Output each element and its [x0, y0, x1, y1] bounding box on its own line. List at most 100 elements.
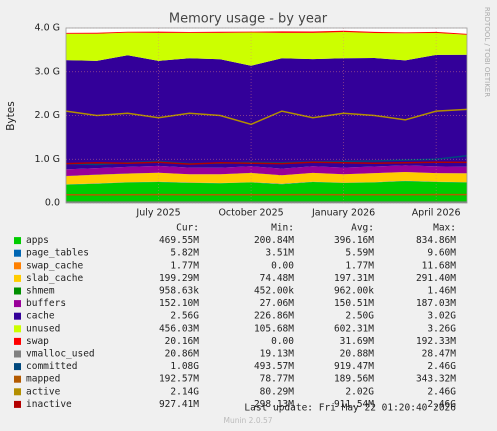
footer: Munin 2.0.57	[223, 416, 272, 425]
line	[65, 161, 468, 165]
legend-swatch	[14, 300, 21, 308]
y-tick-label: 3.0 G	[35, 66, 61, 77]
legend-stat: 962.00k	[334, 286, 374, 297]
legend-header: Min:	[271, 223, 294, 234]
x-tick-label: January 2026	[311, 208, 375, 219]
legend-swatch	[14, 388, 21, 396]
y-tick-label: 0.0	[45, 198, 60, 209]
area	[66, 181, 467, 203]
legend-stat: 2.56G	[170, 311, 199, 322]
line	[65, 108, 468, 126]
legend-swatch	[14, 325, 21, 333]
legend-stat: 74.48M	[260, 273, 295, 284]
legend-swatch	[14, 287, 21, 295]
legend-stat: 911.54M	[334, 399, 374, 410]
legend-label: vmalloc_used	[26, 349, 95, 360]
legend-stat: 199.29M	[159, 273, 199, 284]
legend-stat: 3.02G	[427, 311, 456, 322]
legend-stat: 31.69M	[340, 336, 375, 347]
legend-label: committed	[26, 361, 77, 372]
legend-stat: 343.32M	[416, 374, 456, 385]
legend-stat: 5.82M	[170, 248, 199, 259]
legend-stat: 3.51M	[265, 248, 294, 259]
area	[66, 30, 467, 35]
legend-stat: 452.00k	[254, 286, 294, 297]
legend-label: shmem	[26, 286, 55, 297]
legend-stat: 192.33M	[416, 336, 456, 347]
legend-stat: 11.68M	[422, 260, 457, 271]
legend-stat: 2.02G	[345, 386, 374, 397]
legend-stat: 192.57M	[159, 374, 199, 385]
legend-stat: 1.77M	[345, 260, 374, 271]
last-update: Last update: Fri May 22 01:20:40 2026	[244, 403, 456, 414]
legend-swatch	[14, 337, 21, 345]
legend-stat: 958.63k	[159, 286, 199, 297]
legend-label: swap_cache	[26, 260, 83, 271]
legend-label: inactive	[26, 399, 72, 410]
legend-label: active	[26, 386, 61, 397]
legend-stat: 0.00	[271, 260, 294, 271]
legend-swatch	[14, 262, 21, 270]
legend-stat: 200.84M	[254, 235, 294, 246]
chart-title: Memory usage - by year	[169, 12, 328, 27]
legend-label: apps	[26, 235, 49, 246]
legend-label: page_tables	[26, 248, 89, 259]
legend-label: buffers	[26, 298, 66, 309]
legend-label: slab_cache	[26, 273, 83, 284]
legend-stat: 78.77M	[260, 374, 295, 385]
legend-stat: 298.13M	[254, 399, 294, 410]
legend-stat: 927.41M	[159, 399, 199, 410]
legend-swatch	[14, 274, 21, 282]
legend-swatch	[14, 400, 21, 408]
area	[66, 172, 467, 185]
legend-stat: 80.29M	[260, 386, 295, 397]
legend-stat: 2.46G	[427, 386, 456, 397]
legend-stat: 9.60M	[427, 248, 456, 259]
legend-stat: 197.31M	[334, 273, 374, 284]
legend-stat: 0.00	[271, 336, 294, 347]
legend-stat: 20.88M	[340, 349, 375, 360]
legend-swatch	[14, 237, 21, 245]
legend-stat: 20.86M	[165, 349, 200, 360]
legend-stat: 469.55M	[159, 235, 199, 246]
legend-header: Avg:	[351, 223, 374, 234]
y-tick-label: 4.0 G	[35, 23, 61, 34]
legend-label: swap	[26, 336, 49, 347]
legend-stat: 396.16M	[334, 235, 374, 246]
legend-swatch	[14, 350, 21, 358]
legend-stat: 189.56M	[334, 374, 374, 385]
legend-stat: 1.08G	[170, 361, 199, 372]
area	[66, 32, 467, 66]
legend-stat: 291.40M	[416, 273, 456, 284]
legend-stat: 456.03M	[159, 323, 199, 334]
legend-stat: 19.13M	[260, 349, 295, 360]
legend-label: mapped	[26, 374, 60, 385]
legend-stat: 1.77M	[170, 260, 199, 271]
watermark: RRDTOOL / TOBI OETIKER	[483, 7, 491, 97]
legend-stat: 20.16M	[165, 336, 200, 347]
legend-stat: 27.06M	[260, 298, 295, 309]
legend-swatch	[14, 312, 21, 320]
area	[66, 54, 467, 170]
legend-swatch	[14, 375, 21, 383]
y-tick-label: 2.0 G	[35, 110, 61, 121]
legend-stat: 28.47M	[422, 349, 457, 360]
legend-stat: 187.03M	[416, 298, 456, 309]
legend-stat: 5.59M	[345, 248, 374, 259]
legend-header: Cur:	[176, 223, 199, 234]
plot-frame	[65, 27, 468, 204]
legend-stat: 3.26G	[427, 323, 456, 334]
area	[66, 165, 467, 176]
legend-stat: 226.86M	[254, 311, 294, 322]
legend-stat: 2.14G	[170, 386, 199, 397]
legend-stat: 152.10M	[159, 298, 199, 309]
legend-stat: 150.51M	[334, 298, 374, 309]
legend-label: unused	[26, 323, 60, 334]
legend-stat: 2.46G	[427, 361, 456, 372]
y-tick-label: 1.0 G	[35, 154, 61, 165]
x-tick-label: April 2026	[412, 208, 461, 219]
y-axis-label: Bytes	[5, 101, 17, 130]
x-tick-label: October 2025	[218, 208, 283, 219]
